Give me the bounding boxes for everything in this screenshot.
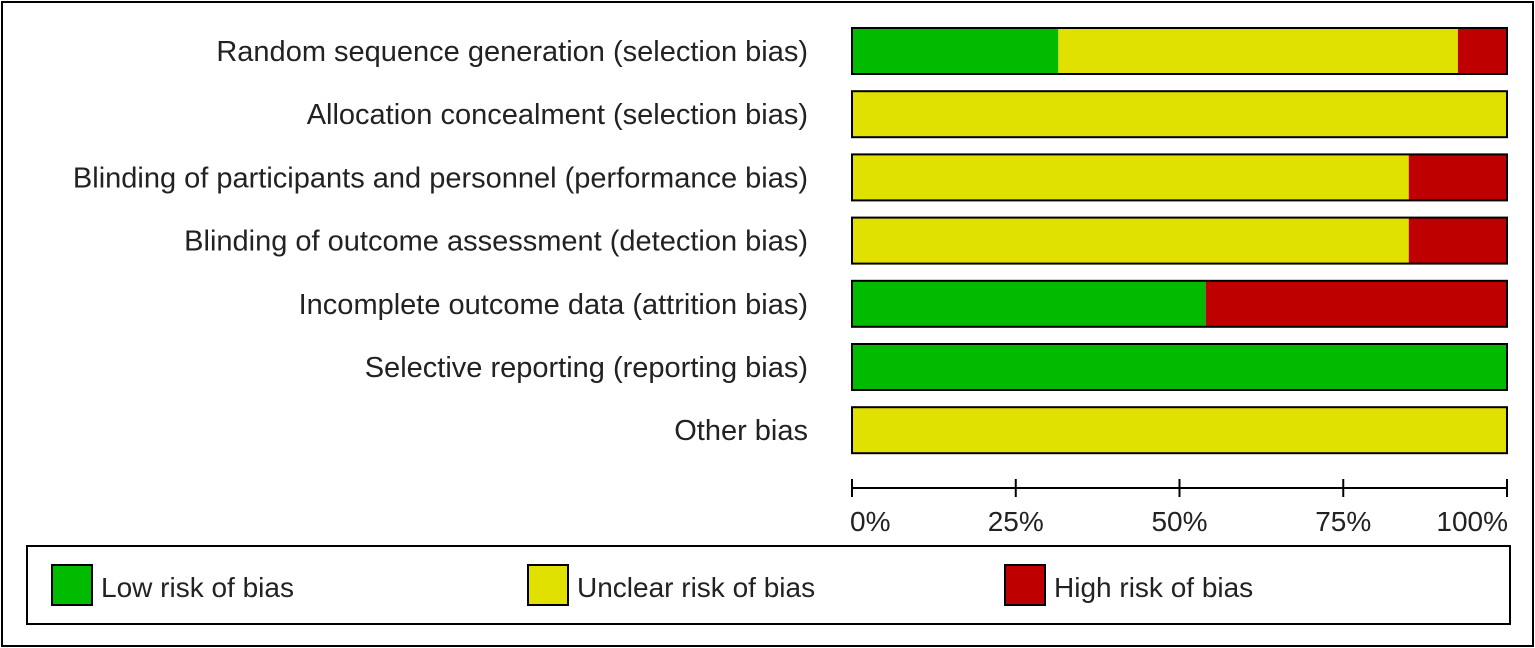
legend: Low risk of bias Unclear risk of bias High… <box>26 545 1511 625</box>
x-tick-label: 25% <box>988 506 1044 537</box>
bar-outline <box>851 153 1508 202</box>
bar-segment-unclear-risk-of-bias <box>1058 28 1458 74</box>
bar-outline <box>851 343 1508 391</box>
legend-swatch-unclear-risk-of-bias <box>527 564 569 606</box>
bar-outline <box>851 406 1508 455</box>
legend-label: High risk of bias <box>1054 572 1253 603</box>
x-tick-label: 100% <box>1436 506 1508 537</box>
bar-segment-high-risk-of-bias <box>1408 154 1507 201</box>
category-labels: Random sequence generation (selection bi… <box>73 36 808 447</box>
category-label: Allocation concealment (selection bias) <box>307 99 808 131</box>
bar-outline <box>851 90 1508 139</box>
legend-label: Low risk of bias <box>101 572 294 603</box>
x-axis: 0% 25% 50% 75% 100% <box>850 479 1508 537</box>
legend-box <box>26 545 1511 625</box>
bar-outline <box>851 27 1508 75</box>
bar-segment-unclear-risk-of-bias <box>852 407 1507 454</box>
x-tick-label: 0% <box>850 506 890 537</box>
category-label: Incomplete outcome data (attrition bias) <box>299 289 808 321</box>
category-label: Other bias <box>674 415 808 447</box>
legend-label: Unclear risk of bias <box>577 572 815 603</box>
bar-segment-unclear-risk-of-bias <box>852 154 1409 201</box>
bar-outline <box>851 279 1508 328</box>
category-label: Selective reporting (reporting bias) <box>365 352 808 384</box>
legend-swatch-low-risk-of-bias <box>51 564 93 606</box>
bars <box>851 27 1508 455</box>
category-label: Blinding of participants and personnel (… <box>73 162 808 194</box>
bar-outline <box>851 216 1508 265</box>
category-label: Blinding of outcome assessment (detectio… <box>184 226 808 258</box>
bar-segment-high-risk-of-bias <box>1205 280 1507 327</box>
bar-segment-high-risk-of-bias <box>1457 28 1507 74</box>
bar-segment-unclear-risk-of-bias <box>852 217 1409 264</box>
bar-segment-unclear-risk-of-bias <box>852 91 1507 138</box>
bar-segment-low-risk-of-bias <box>852 280 1206 327</box>
bar-segment-low-risk-of-bias <box>852 344 1507 390</box>
x-tick-label: 75% <box>1315 506 1371 537</box>
x-tick-label: 50% <box>1151 506 1207 537</box>
category-label: Random sequence generation (selection bi… <box>216 36 808 68</box>
bar-segment-high-risk-of-bias <box>1408 217 1507 264</box>
bar-segment-low-risk-of-bias <box>852 28 1059 74</box>
legend-swatch-high-risk-of-bias <box>1004 564 1046 606</box>
